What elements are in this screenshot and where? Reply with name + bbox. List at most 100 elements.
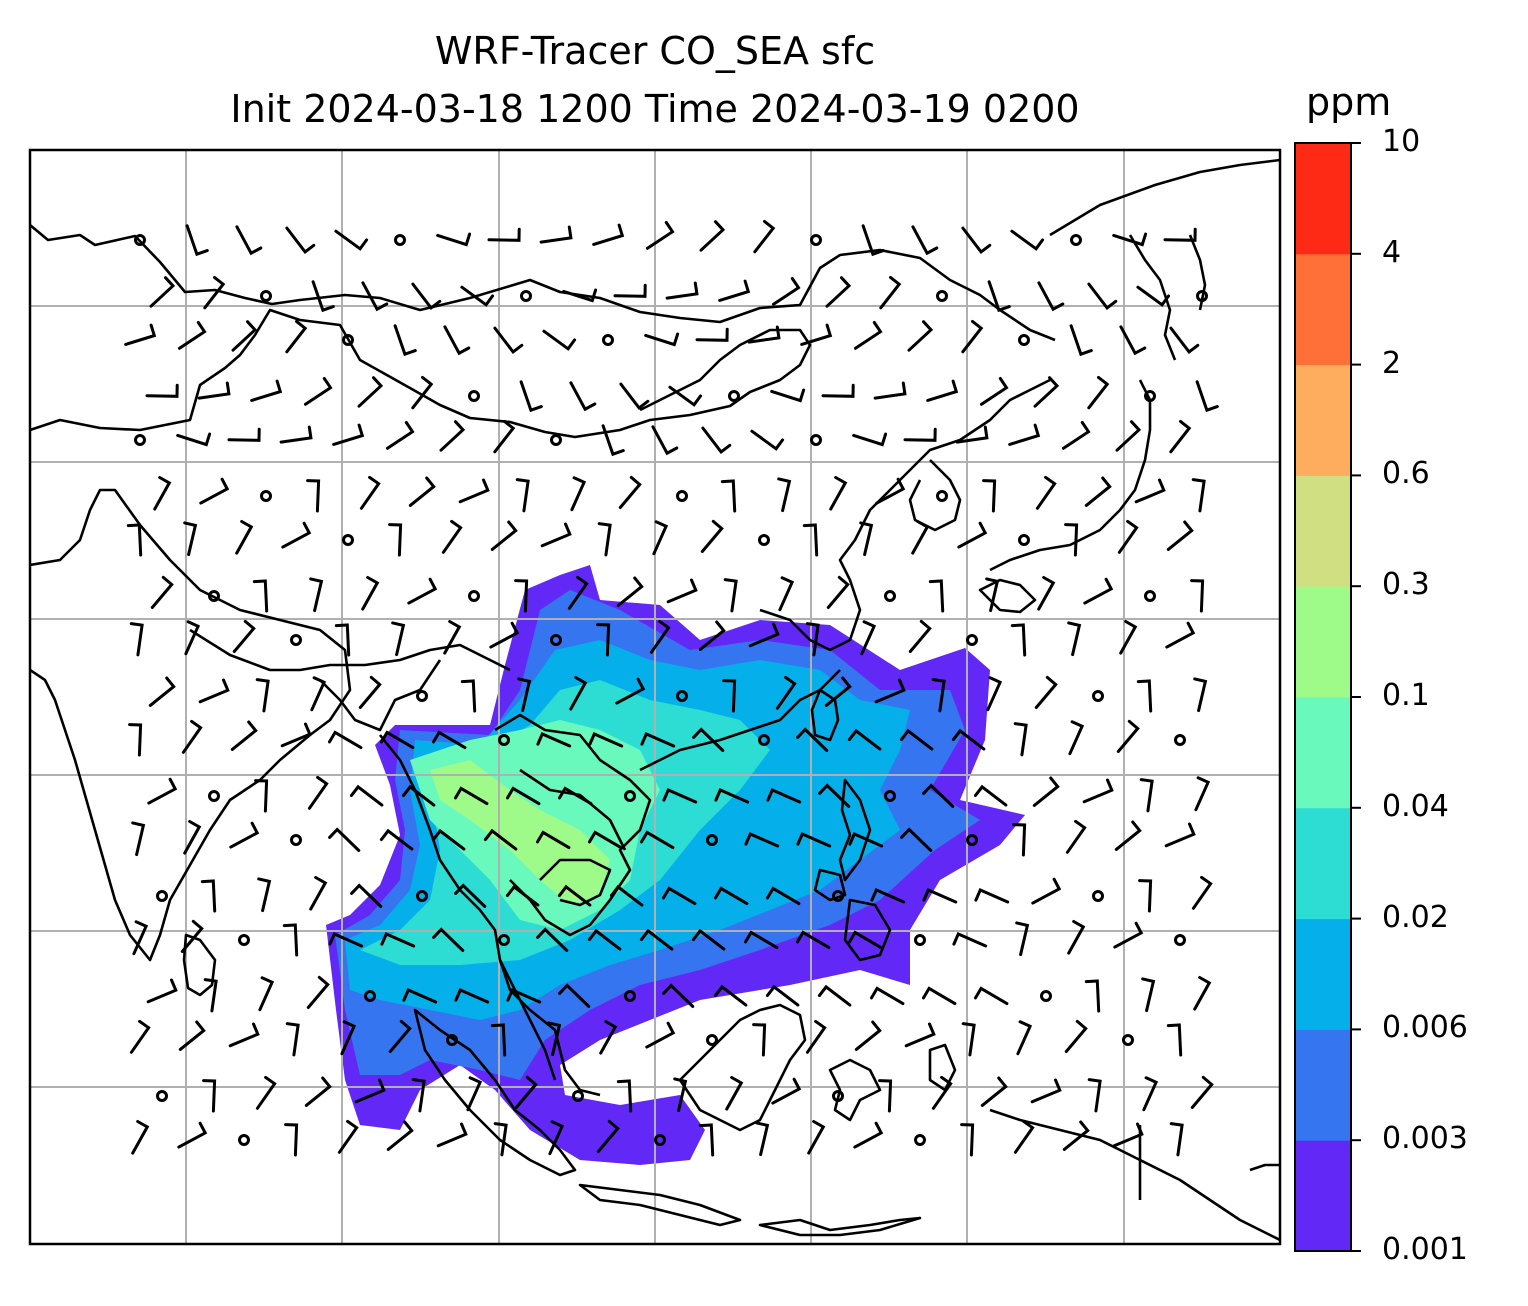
calm-wind-marker xyxy=(706,1034,718,1046)
wind-barb xyxy=(662,983,695,1008)
wind-barb xyxy=(861,224,885,257)
wind-barb xyxy=(982,479,997,513)
wind-barb xyxy=(698,620,726,651)
calm-wind-marker xyxy=(416,890,428,902)
wind-barb xyxy=(1064,1019,1088,1053)
wind-barb xyxy=(853,1121,884,1149)
wind-barb xyxy=(328,730,363,750)
wind-barb xyxy=(961,319,984,354)
wind-barb xyxy=(124,323,157,346)
calm-wind-marker xyxy=(468,390,480,402)
wind-barb xyxy=(443,620,462,655)
wind-barb xyxy=(597,522,612,557)
wind-barb xyxy=(1064,523,1079,557)
wind-barb xyxy=(285,319,308,354)
wind-barb xyxy=(1034,675,1058,709)
wind-barb xyxy=(307,775,329,810)
wind-barb xyxy=(700,519,724,553)
wind-barb xyxy=(951,728,986,751)
wind-barb xyxy=(408,476,436,507)
wind-barb xyxy=(873,381,907,400)
colorbar-segment xyxy=(1295,475,1351,587)
wind-barb xyxy=(1194,776,1211,812)
wind-barb xyxy=(878,1079,893,1113)
calm-wind-marker xyxy=(1144,590,1156,602)
wind-barb xyxy=(1193,976,1212,1011)
wind-barb xyxy=(439,420,466,452)
calm-wind-marker xyxy=(134,434,146,446)
wind-barb xyxy=(922,888,958,904)
vietnam-cambodia-border xyxy=(519,768,627,851)
wind-barb xyxy=(514,1075,538,1109)
wind-barb xyxy=(649,619,671,654)
wind-barb xyxy=(197,381,231,400)
wind-barb xyxy=(911,520,930,555)
wind-barb xyxy=(386,421,415,450)
wind-barb xyxy=(282,923,299,957)
wind-barb xyxy=(766,886,801,906)
wind-barb xyxy=(1113,921,1144,949)
wind-barb xyxy=(379,828,414,851)
wind-barb xyxy=(252,579,269,613)
wind-barb xyxy=(875,477,906,505)
wind-barb xyxy=(673,1077,688,1113)
wind-barb xyxy=(254,779,269,813)
wind-barb xyxy=(129,622,144,657)
wind-barb xyxy=(1136,285,1171,307)
wind-barb xyxy=(720,479,737,513)
wind-barb xyxy=(257,877,272,913)
colorbar-segment xyxy=(1295,1029,1351,1141)
wind-barb xyxy=(489,621,520,649)
wind-barb xyxy=(443,325,471,356)
wind-barb xyxy=(848,930,883,950)
wind-barb xyxy=(980,377,1009,406)
wind-barb xyxy=(460,679,477,713)
wind-barb xyxy=(354,1078,386,1104)
wind-barb xyxy=(957,521,988,549)
sumatra xyxy=(413,1008,577,1177)
wind-barb xyxy=(772,277,801,306)
wind-barb xyxy=(493,326,524,354)
calm-wind-marker xyxy=(156,1090,168,1102)
wind-barb xyxy=(129,1019,151,1054)
hokkaido xyxy=(1128,234,1177,361)
philippines-luzon xyxy=(838,778,872,882)
wind-barb xyxy=(771,1077,802,1105)
wind-barb xyxy=(128,723,143,757)
wind-barb xyxy=(280,722,312,748)
wind-barb xyxy=(986,676,1003,712)
calm-wind-marker xyxy=(364,990,376,1002)
colorbar-tick-label: 0.6 xyxy=(1382,456,1430,492)
wind-barb xyxy=(854,321,883,350)
calm-wind-marker xyxy=(706,834,718,846)
wind-barb xyxy=(334,229,369,251)
wind-barb xyxy=(778,576,795,612)
calm-wind-marker xyxy=(1040,990,1052,1002)
wind-barb xyxy=(805,622,820,657)
wind-barb xyxy=(1037,576,1056,611)
wind-barb xyxy=(1068,720,1085,756)
wind-barb xyxy=(569,676,588,711)
wind-barb xyxy=(796,832,832,848)
calm-wind-marker xyxy=(936,490,948,502)
wind-barb xyxy=(548,1120,565,1156)
wind-barb xyxy=(230,720,258,751)
philippines-mindanao xyxy=(843,898,892,962)
east-china-coast xyxy=(759,378,1051,652)
colorbar-tick-label: 10 xyxy=(1382,124,1421,159)
wind-barb xyxy=(1141,977,1156,1013)
wind-barb xyxy=(1191,478,1206,513)
wind-barb xyxy=(907,320,934,352)
wind-barb xyxy=(829,476,848,511)
wind-barb xyxy=(562,288,598,303)
wind-barb xyxy=(928,579,945,613)
colorbar-segment xyxy=(1295,918,1351,1030)
wind-barb xyxy=(692,727,725,752)
wind-barb xyxy=(131,821,146,857)
wind-barb xyxy=(1119,325,1147,356)
wind-barb xyxy=(380,730,415,750)
colorbar-segment xyxy=(1295,253,1351,366)
maluku xyxy=(928,1043,957,1092)
wind-barb xyxy=(328,932,364,948)
wind-barb xyxy=(200,879,217,913)
